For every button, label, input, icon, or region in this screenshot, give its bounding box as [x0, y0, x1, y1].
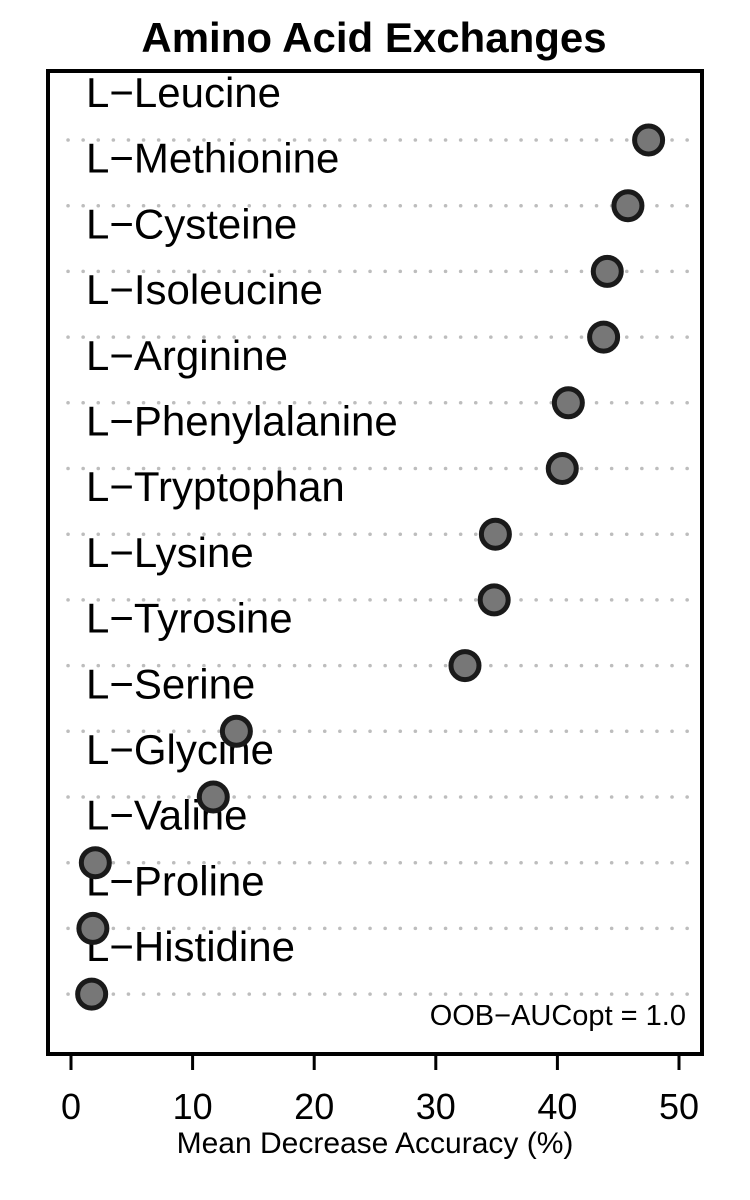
data-point [76, 911, 110, 945]
oob-annotation: OOB−AUCopt = 1.0 [430, 1000, 686, 1032]
x-tick-label: 0 [61, 1086, 81, 1127]
data-point [632, 123, 666, 157]
category-label: L−Tyrosine [86, 595, 293, 642]
category-labels: L−Leucine L−Methionine L−Cysteine L−Isoleuc… [86, 69, 398, 970]
category-label: L−Arginine [86, 332, 288, 379]
chart-title: Amino Acid Exchanges [141, 14, 606, 61]
category-label: L−Phenylalanine [86, 398, 398, 445]
data-point [478, 517, 512, 551]
category-label: L−Tryptophan [86, 463, 345, 510]
x-tick-label: 20 [294, 1086, 334, 1127]
data-point [219, 714, 253, 748]
x-tick-label: 30 [416, 1086, 456, 1127]
data-point [78, 846, 112, 880]
x-tick-label: 10 [173, 1086, 213, 1127]
data-point [448, 649, 482, 683]
x-tick-label: 40 [537, 1086, 577, 1127]
data-point [477, 583, 511, 617]
data-point [545, 452, 579, 485]
x-axis: 0 10 20 30 40 50 [61, 1052, 699, 1127]
x-axis-label: Mean Decrease Accuracy (%) [177, 1127, 574, 1160]
category-label: L−Histidine [86, 923, 295, 970]
data-points [75, 123, 666, 1011]
category-label: L−Methionine [86, 135, 339, 182]
data-point [196, 780, 230, 814]
x-tick-label: 50 [659, 1086, 699, 1127]
category-label: L−Isoleucine [86, 266, 323, 313]
data-point [611, 189, 645, 223]
data-point [551, 386, 585, 420]
data-point [590, 254, 624, 288]
data-point [587, 320, 621, 354]
category-label: L−Serine [86, 660, 255, 707]
category-label: L−Cysteine [86, 200, 297, 247]
category-label: L−Leucine [86, 69, 281, 116]
category-label: L−Proline [86, 857, 265, 904]
data-point [75, 977, 109, 1011]
category-label: L−Lysine [86, 529, 254, 576]
